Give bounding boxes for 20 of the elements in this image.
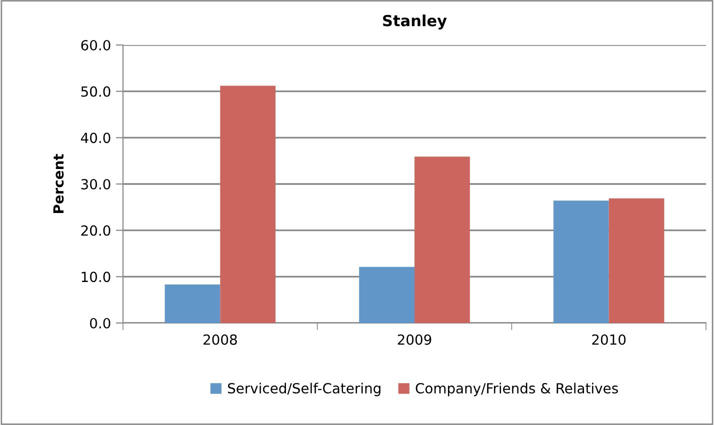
bar [414, 156, 470, 323]
y-tick-label: 60.0 [81, 40, 110, 50]
y-tick-label: 30.0 [81, 178, 110, 190]
y-tick-label: 40.0 [80, 132, 110, 144]
x-tick-label: 2009 [398, 334, 432, 345]
legend-label: Serviced/Self-Catering [228, 382, 380, 396]
bar [359, 266, 414, 323]
bar [164, 284, 220, 323]
bar [220, 86, 276, 323]
y-tick-label: 10.0 [82, 272, 110, 282]
chart-title: Stanley [383, 14, 447, 30]
y-axis-title: Percent [53, 154, 64, 214]
y-tick-label: 20.0 [81, 225, 110, 236]
y-tick-label: 50.0 [81, 86, 110, 97]
y-tick-label: 0.0 [90, 318, 110, 328]
legend-label: Company/Friends & Relatives [416, 382, 618, 396]
bar [553, 200, 609, 323]
bar [608, 198, 664, 323]
x-tick-label: 2008 [204, 334, 237, 345]
x-tick-label: 2010 [592, 334, 626, 345]
